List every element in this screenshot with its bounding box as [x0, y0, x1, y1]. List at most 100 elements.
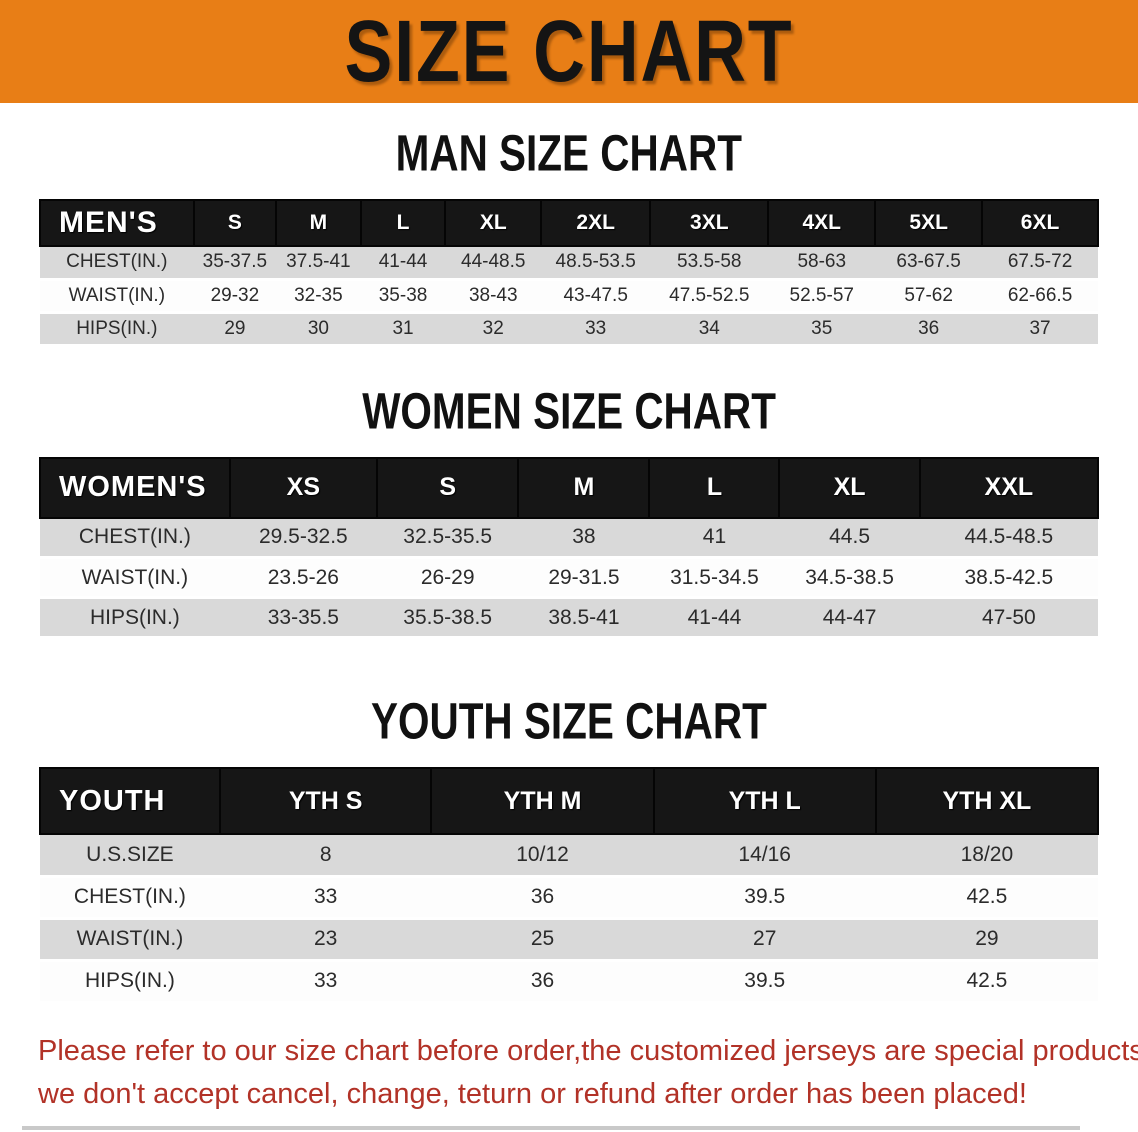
size-cell: 10/12	[431, 834, 654, 878]
size-cell: 41-44	[360, 246, 446, 281]
row-label: WAIST(IN.)	[40, 557, 230, 599]
row-label: WAIST(IN.)	[40, 279, 194, 314]
disclaimer-line-2: we don't accept cancel, change, teturn o…	[38, 1077, 1027, 1110]
size-cell: 27	[653, 918, 876, 962]
size-cell: 8	[219, 834, 432, 878]
size-cell: 36	[431, 876, 654, 920]
size-cell: 33	[541, 312, 651, 347]
size-cell: 23	[219, 918, 432, 962]
women-table-label: WOMEN'S	[39, 456, 231, 519]
size-cell: 63-67.5	[875, 246, 983, 281]
size-cell: 18/20	[875, 834, 1098, 878]
row-label: CHEST(IN.)	[40, 876, 220, 920]
men-header-row: MEN'S S M L XL 2XL 3XL 4XL 5XL 6XL	[39, 199, 1099, 247]
size-cell: 32	[445, 312, 542, 347]
size-cell: 41	[649, 517, 780, 559]
size-cell: 48.5-53.5	[541, 246, 651, 281]
disclaimer: Please refer to our size chart before or…	[38, 1030, 1138, 1116]
women-col-l: L	[648, 456, 781, 519]
men-chest-row: CHEST(IN.) 35-37.5 37.5-41 41-44 44-48.5…	[40, 246, 1098, 281]
size-cell: 47-50	[919, 597, 1098, 639]
women-header-row: WOMEN'S XS S M L XL XXL	[39, 456, 1100, 519]
banner-title: SIZE CHART	[344, 1, 794, 101]
size-cell: 36	[431, 960, 654, 1004]
size-cell: 47.5-52.5	[650, 279, 769, 314]
size-cell: 42.5	[875, 876, 1098, 920]
women-chest-row: CHEST(IN.) 29.5-32.5 32.5-35.5 38 41 44.…	[40, 517, 1098, 559]
men-col-xl: XL	[444, 199, 543, 247]
women-hips-row: HIPS(IN.) 33-35.5 35.5-38.5 38.5-41 41-4…	[40, 597, 1098, 639]
size-cell: 44.5	[779, 517, 920, 559]
row-label: HIPS(IN.)	[40, 312, 194, 347]
size-cell: 38.5-41	[518, 597, 650, 639]
size-cell: 43-47.5	[541, 279, 651, 314]
row-label: WAIST(IN.)	[40, 918, 220, 962]
youth-section-heading: YOUTH SIZE CHART	[0, 692, 1138, 750]
men-col-l: L	[359, 199, 447, 247]
size-cell: 31	[360, 312, 446, 347]
youth-table-label: YOUTH	[39, 767, 221, 835]
size-cell: 25	[431, 918, 654, 962]
youth-heading-text: YOUTH SIZE CHART	[371, 692, 767, 750]
size-cell: 35-38	[360, 279, 446, 314]
size-cell: 44.5-48.5	[919, 517, 1098, 559]
size-cell: 34	[650, 312, 769, 347]
men-waist-row: WAIST(IN.) 29-32 32-35 35-38 38-43 43-47…	[40, 279, 1098, 314]
size-cell: 33	[219, 876, 432, 920]
men-col-3xl: 3XL	[649, 199, 770, 247]
size-cell: 29-31.5	[518, 557, 650, 599]
women-col-xl: XL	[778, 456, 921, 519]
size-cell: 33	[219, 960, 432, 1004]
size-cell: 14/16	[653, 834, 876, 878]
size-cell: 42.5	[875, 960, 1098, 1004]
women-section-heading: WOMEN SIZE CHART	[0, 381, 1138, 440]
youth-header-row: YOUTH YTH S YTH M YTH L YTH XL	[39, 767, 1100, 835]
women-heading-text: WOMEN SIZE CHART	[362, 381, 776, 440]
women-col-m: M	[517, 456, 651, 519]
size-cell: 33-35.5	[229, 597, 377, 639]
size-cell: 30	[276, 312, 361, 347]
size-cell: 41-44	[649, 597, 780, 639]
size-cell: 53.5-58	[650, 246, 769, 281]
men-hips-row: HIPS(IN.) 29 30 31 32 33 34 35 36 37	[40, 312, 1098, 347]
size-cell: 57-62	[875, 279, 983, 314]
size-cell: 36	[875, 312, 983, 347]
men-col-m: M	[275, 199, 362, 247]
size-cell: 23.5-26	[229, 557, 377, 599]
row-label: U.S.SIZE	[40, 834, 220, 878]
bottom-divider	[22, 1126, 1080, 1130]
size-cell: 52.5-57	[768, 279, 876, 314]
size-cell: 38-43	[445, 279, 542, 314]
youth-col-l: YTH L	[652, 767, 877, 835]
men-section-heading: MAN SIZE CHART	[0, 124, 1138, 182]
size-cell: 58-63	[768, 246, 876, 281]
size-cell: 29.5-32.5	[229, 517, 377, 559]
size-cell: 26-29	[376, 557, 519, 599]
youth-hips-row: HIPS(IN.) 33 36 39.5 42.5	[40, 960, 1098, 1004]
size-cell: 38.5-42.5	[919, 557, 1098, 599]
men-size-table: MEN'S S M L XL 2XL 3XL 4XL 5XL 6XL CHEST…	[39, 199, 1099, 347]
men-table-label: MEN'S	[39, 199, 195, 247]
youth-size-table: YOUTH YTH S YTH M YTH L YTH XL U.S.SIZE …	[39, 767, 1100, 1004]
youth-ussize-row: U.S.SIZE 8 10/12 14/16 18/20	[40, 834, 1098, 878]
men-col-s: S	[192, 199, 278, 247]
size-cell: 32-35	[276, 279, 361, 314]
men-heading-text: MAN SIZE CHART	[395, 124, 743, 182]
women-col-xs: XS	[228, 456, 378, 519]
size-cell: 44-47	[779, 597, 920, 639]
disclaimer-line-1: Please refer to our size chart before or…	[38, 1034, 1138, 1067]
women-size-table: WOMEN'S XS S M L XL XXL CHEST(IN.) 29.5-…	[39, 456, 1100, 639]
row-label: HIPS(IN.)	[40, 597, 230, 639]
size-cell: 35.5-38.5	[376, 597, 519, 639]
size-cell: 38	[518, 517, 650, 559]
size-cell: 44-48.5	[445, 246, 542, 281]
size-cell: 29-32	[193, 279, 277, 314]
women-col-xxl: XXL	[918, 456, 1100, 519]
size-cell: 35	[768, 312, 876, 347]
size-cell: 39.5	[653, 876, 876, 920]
size-cell: 29	[875, 918, 1098, 962]
row-label: CHEST(IN.)	[40, 246, 194, 281]
men-col-6xl: 6XL	[981, 199, 1099, 247]
size-chart-banner: SIZE CHART	[0, 0, 1138, 103]
women-waist-row: WAIST(IN.) 23.5-26 26-29 29-31.5 31.5-34…	[40, 557, 1098, 599]
